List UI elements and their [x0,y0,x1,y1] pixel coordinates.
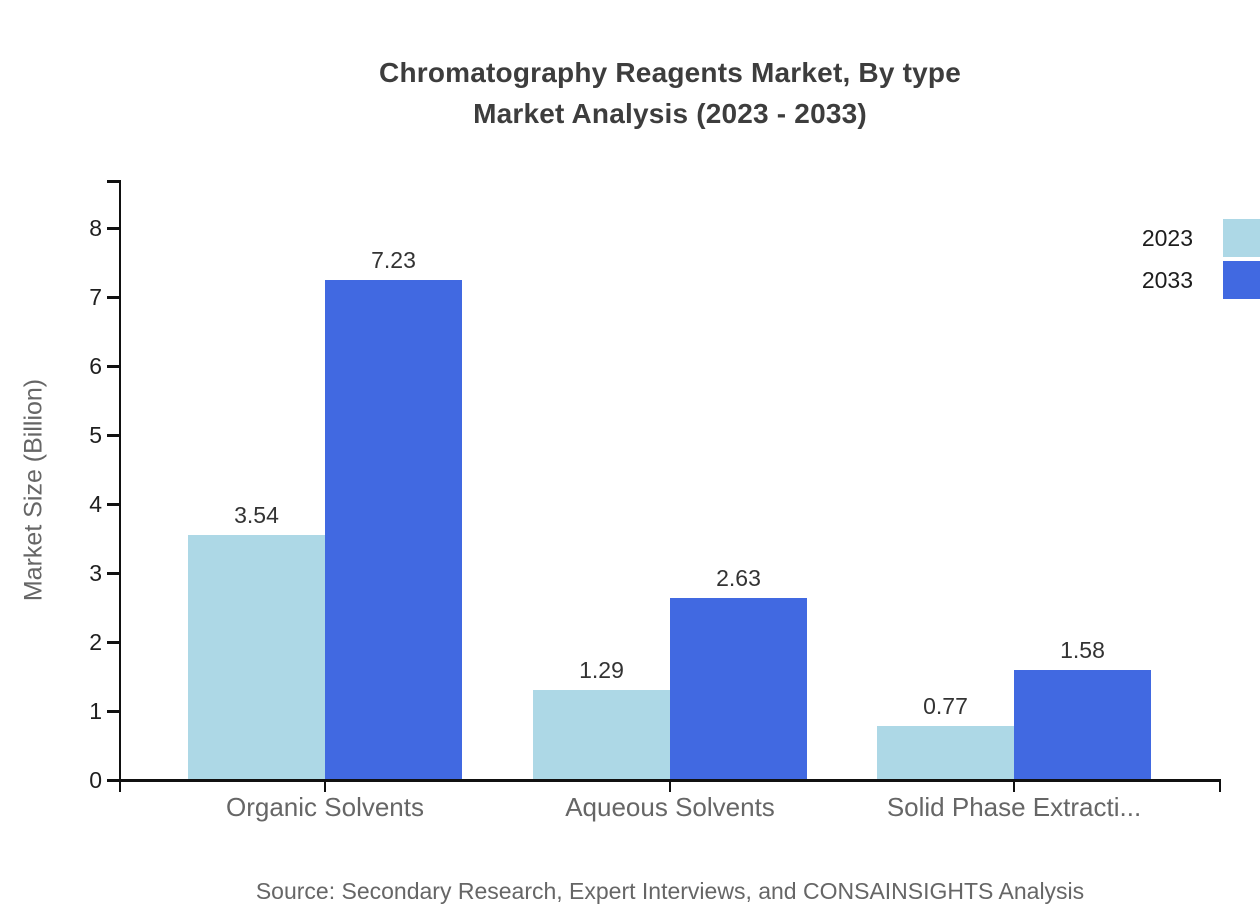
bar-2033-category-2: 2.63 [670,565,807,779]
y-axis-tick-label: 2 [89,629,102,655]
legend-item-2033: 2033 [1142,261,1260,299]
y-axis-tick-label: 6 [89,353,102,379]
bar-2023-category-2: 1.29 [533,657,670,779]
y-axis-tick-label: 3 [89,560,102,586]
bar-value-label: 0.77 [923,693,968,719]
x-axis-line [118,779,1222,782]
y-axis-tick [106,572,119,575]
bar-value-label: 3.54 [234,502,279,528]
y-axis-tick [106,503,119,506]
y-axis-tick [106,641,119,644]
bar-2033-category-1: 7.23 [325,247,462,779]
legend-item-2023: 2023 [1142,219,1260,257]
y-axis-tick [106,434,119,437]
y-axis-tick-label: 4 [89,491,102,517]
legend-label: 2033 [1141,266,1193,293]
legend-label: 2023 [1141,224,1193,251]
y-axis-tick-label: 8 [89,215,102,241]
bar-value-label: 1.58 [1060,637,1105,663]
y-axis-line [118,180,122,792]
x-axis-tick [1012,779,1016,792]
y-axis-tick [106,365,119,368]
source-note: Source: Secondary Research, Expert Inter… [255,878,1085,904]
y-axis-tick [106,710,119,713]
x-axis-end-tick [1218,779,1222,792]
bar-value-label: 7.23 [371,247,416,273]
x-axis-tick [323,779,327,792]
y-axis-tick-label: 5 [89,422,102,448]
legend: 2023 2033 [1142,219,1260,303]
y-axis-tick [106,779,119,782]
x-axis-category-label: Organic Solvents [226,792,424,822]
bar-value-label: 1.29 [579,657,624,683]
legend-swatch [1223,219,1260,257]
legend-swatch [1223,261,1260,299]
bar-2023-category-3: 0.77 [877,693,1014,779]
y-axis-top-cap-tick [106,180,122,183]
y-axis-tick-label: 0 [89,767,102,793]
bar-2023-category-1: 3.54 [188,502,325,779]
y-axis-tick-label: 7 [89,284,102,310]
y-axis-tick-label: 1 [89,698,102,724]
x-axis-category-label: Aqueous Solvents [565,792,775,822]
x-axis-category-label: Solid Phase Extracti... [886,792,1142,822]
y-axis-tick [106,227,119,230]
x-axis-tick [668,779,672,792]
chart-title-line1: Chromatography Reagents Market, By type [379,57,961,88]
chart-title: Chromatography Reagents Market, By type … [80,52,1260,134]
bar-2033-category-3: 1.58 [1014,637,1151,779]
chart-title-line2: Market Analysis (2023 - 2033) [473,98,867,129]
bar-value-label: 2.63 [716,565,761,591]
y-axis-tick [106,296,119,299]
